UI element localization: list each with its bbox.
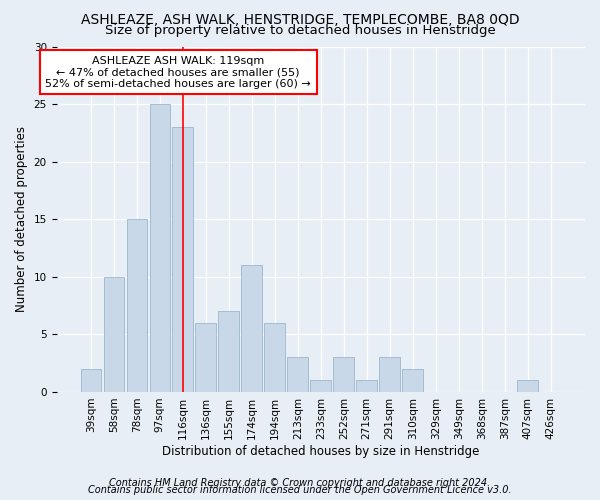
Bar: [379, 358, 400, 392]
Bar: [310, 380, 331, 392]
Bar: [149, 104, 170, 392]
Bar: [517, 380, 538, 392]
Text: ASHLEAZE, ASH WALK, HENSTRIDGE, TEMPLECOMBE, BA8 0QD: ASHLEAZE, ASH WALK, HENSTRIDGE, TEMPLECO…: [80, 12, 520, 26]
Bar: [334, 358, 354, 392]
Bar: [172, 127, 193, 392]
Text: Contains public sector information licensed under the Open Government Licence v3: Contains public sector information licen…: [88, 485, 512, 495]
Bar: [403, 369, 423, 392]
X-axis label: Distribution of detached houses by size in Henstridge: Distribution of detached houses by size …: [162, 444, 479, 458]
Text: ASHLEAZE ASH WALK: 119sqm
← 47% of detached houses are smaller (55)
52% of semi-: ASHLEAZE ASH WALK: 119sqm ← 47% of detac…: [46, 56, 311, 89]
Bar: [287, 358, 308, 392]
Bar: [265, 323, 285, 392]
Bar: [104, 277, 124, 392]
Bar: [241, 266, 262, 392]
Text: Contains HM Land Registry data © Crown copyright and database right 2024.: Contains HM Land Registry data © Crown c…: [109, 478, 491, 488]
Y-axis label: Number of detached properties: Number of detached properties: [15, 126, 28, 312]
Bar: [127, 219, 147, 392]
Text: Size of property relative to detached houses in Henstridge: Size of property relative to detached ho…: [104, 24, 496, 37]
Bar: [356, 380, 377, 392]
Bar: [196, 323, 216, 392]
Bar: [218, 312, 239, 392]
Bar: [80, 369, 101, 392]
